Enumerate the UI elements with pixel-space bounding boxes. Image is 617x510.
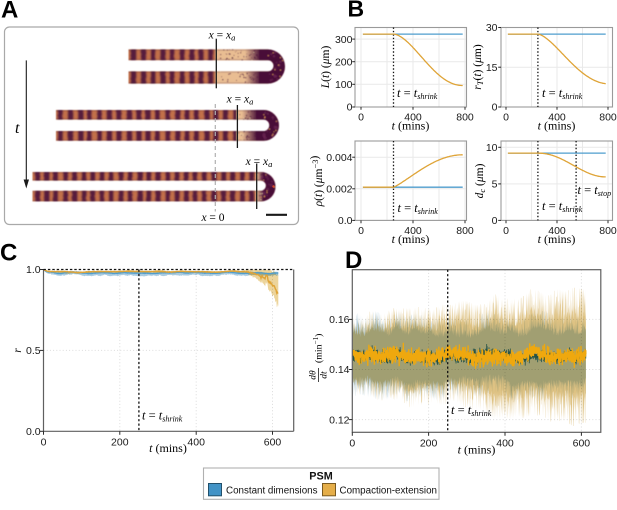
svg-text:800: 800 [456, 225, 474, 237]
svg-text:0.0: 0.0 [26, 426, 41, 438]
svg-text:0: 0 [358, 112, 364, 124]
svg-text:0.002: 0.002 [326, 184, 352, 196]
svg-text:10: 10 [486, 142, 498, 154]
svg-text:x = 0: x = 0 [200, 212, 224, 224]
svg-text:0: 0 [492, 215, 498, 227]
svg-text:400: 400 [404, 112, 422, 124]
svg-text:400: 400 [187, 436, 205, 448]
svg-text:0: 0 [503, 112, 509, 124]
svg-text:t (mins): t (mins) [538, 119, 576, 133]
svg-text:400: 400 [496, 437, 514, 449]
svg-text:200: 200 [111, 436, 129, 448]
svg-text:0.16: 0.16 [329, 314, 350, 326]
svg-text:x = xa: x = xa [226, 94, 254, 107]
svg-text:400: 400 [548, 112, 566, 124]
svg-text:B: B [348, 0, 365, 22]
svg-text:0.004: 0.004 [326, 152, 352, 164]
svg-text:15: 15 [486, 62, 498, 74]
svg-text:0: 0 [503, 225, 509, 237]
svg-text:t (mins): t (mins) [458, 443, 496, 457]
svg-text:800: 800 [599, 112, 617, 124]
svg-text:800: 800 [599, 225, 617, 237]
svg-text:800: 800 [456, 112, 474, 124]
svg-text:t: t [15, 120, 20, 137]
svg-text:0: 0 [41, 436, 47, 448]
svg-text:t (mins): t (mins) [392, 232, 430, 246]
svg-text:C: C [0, 240, 17, 267]
svg-text:t (mins): t (mins) [538, 232, 576, 246]
svg-text:Constant dimensions: Constant dimensions [226, 486, 318, 497]
svg-text:t (mins): t (mins) [149, 441, 187, 455]
svg-text:30: 30 [486, 22, 498, 34]
svg-text:dθ: dθ [309, 370, 319, 380]
svg-text:0: 0 [347, 102, 353, 114]
svg-text:t (mins): t (mins) [392, 119, 430, 133]
svg-text:0: 0 [349, 437, 355, 449]
svg-text:x = xa: x = xa [208, 30, 236, 43]
svg-text:rT(t) (μm): rT(t) (μm) [472, 44, 485, 90]
svg-text:PSM: PSM [309, 471, 332, 483]
svg-text:dc (μm): dc (μm) [474, 163, 487, 198]
svg-text:0.0: 0.0 [338, 215, 353, 227]
svg-text:Compaction-extension: Compaction-extension [340, 486, 437, 497]
svg-text:600: 600 [264, 436, 282, 448]
svg-text:r: r [12, 348, 24, 353]
svg-text:1.0: 1.0 [26, 264, 41, 276]
svg-text:300: 300 [335, 34, 353, 46]
svg-text:dt: dt [320, 371, 330, 379]
svg-text:600: 600 [573, 437, 591, 449]
svg-text:200: 200 [420, 437, 438, 449]
svg-text:0: 0 [358, 225, 364, 237]
svg-text:x = xa: x = xa [245, 156, 273, 169]
svg-text:0: 0 [492, 102, 498, 114]
svg-text:0.12: 0.12 [329, 414, 350, 426]
svg-text:100: 100 [335, 79, 353, 91]
svg-text:200: 200 [335, 56, 353, 68]
svg-text:D: D [345, 247, 362, 274]
svg-text:5: 5 [492, 179, 498, 191]
svg-text:L(t) (μm): L(t) (μm) [320, 46, 332, 90]
svg-text:0.5: 0.5 [26, 345, 41, 357]
svg-text:0.14: 0.14 [329, 364, 350, 376]
svg-text:A: A [1, 0, 18, 24]
svg-text:400: 400 [548, 225, 566, 237]
svg-text:400: 400 [404, 225, 422, 237]
